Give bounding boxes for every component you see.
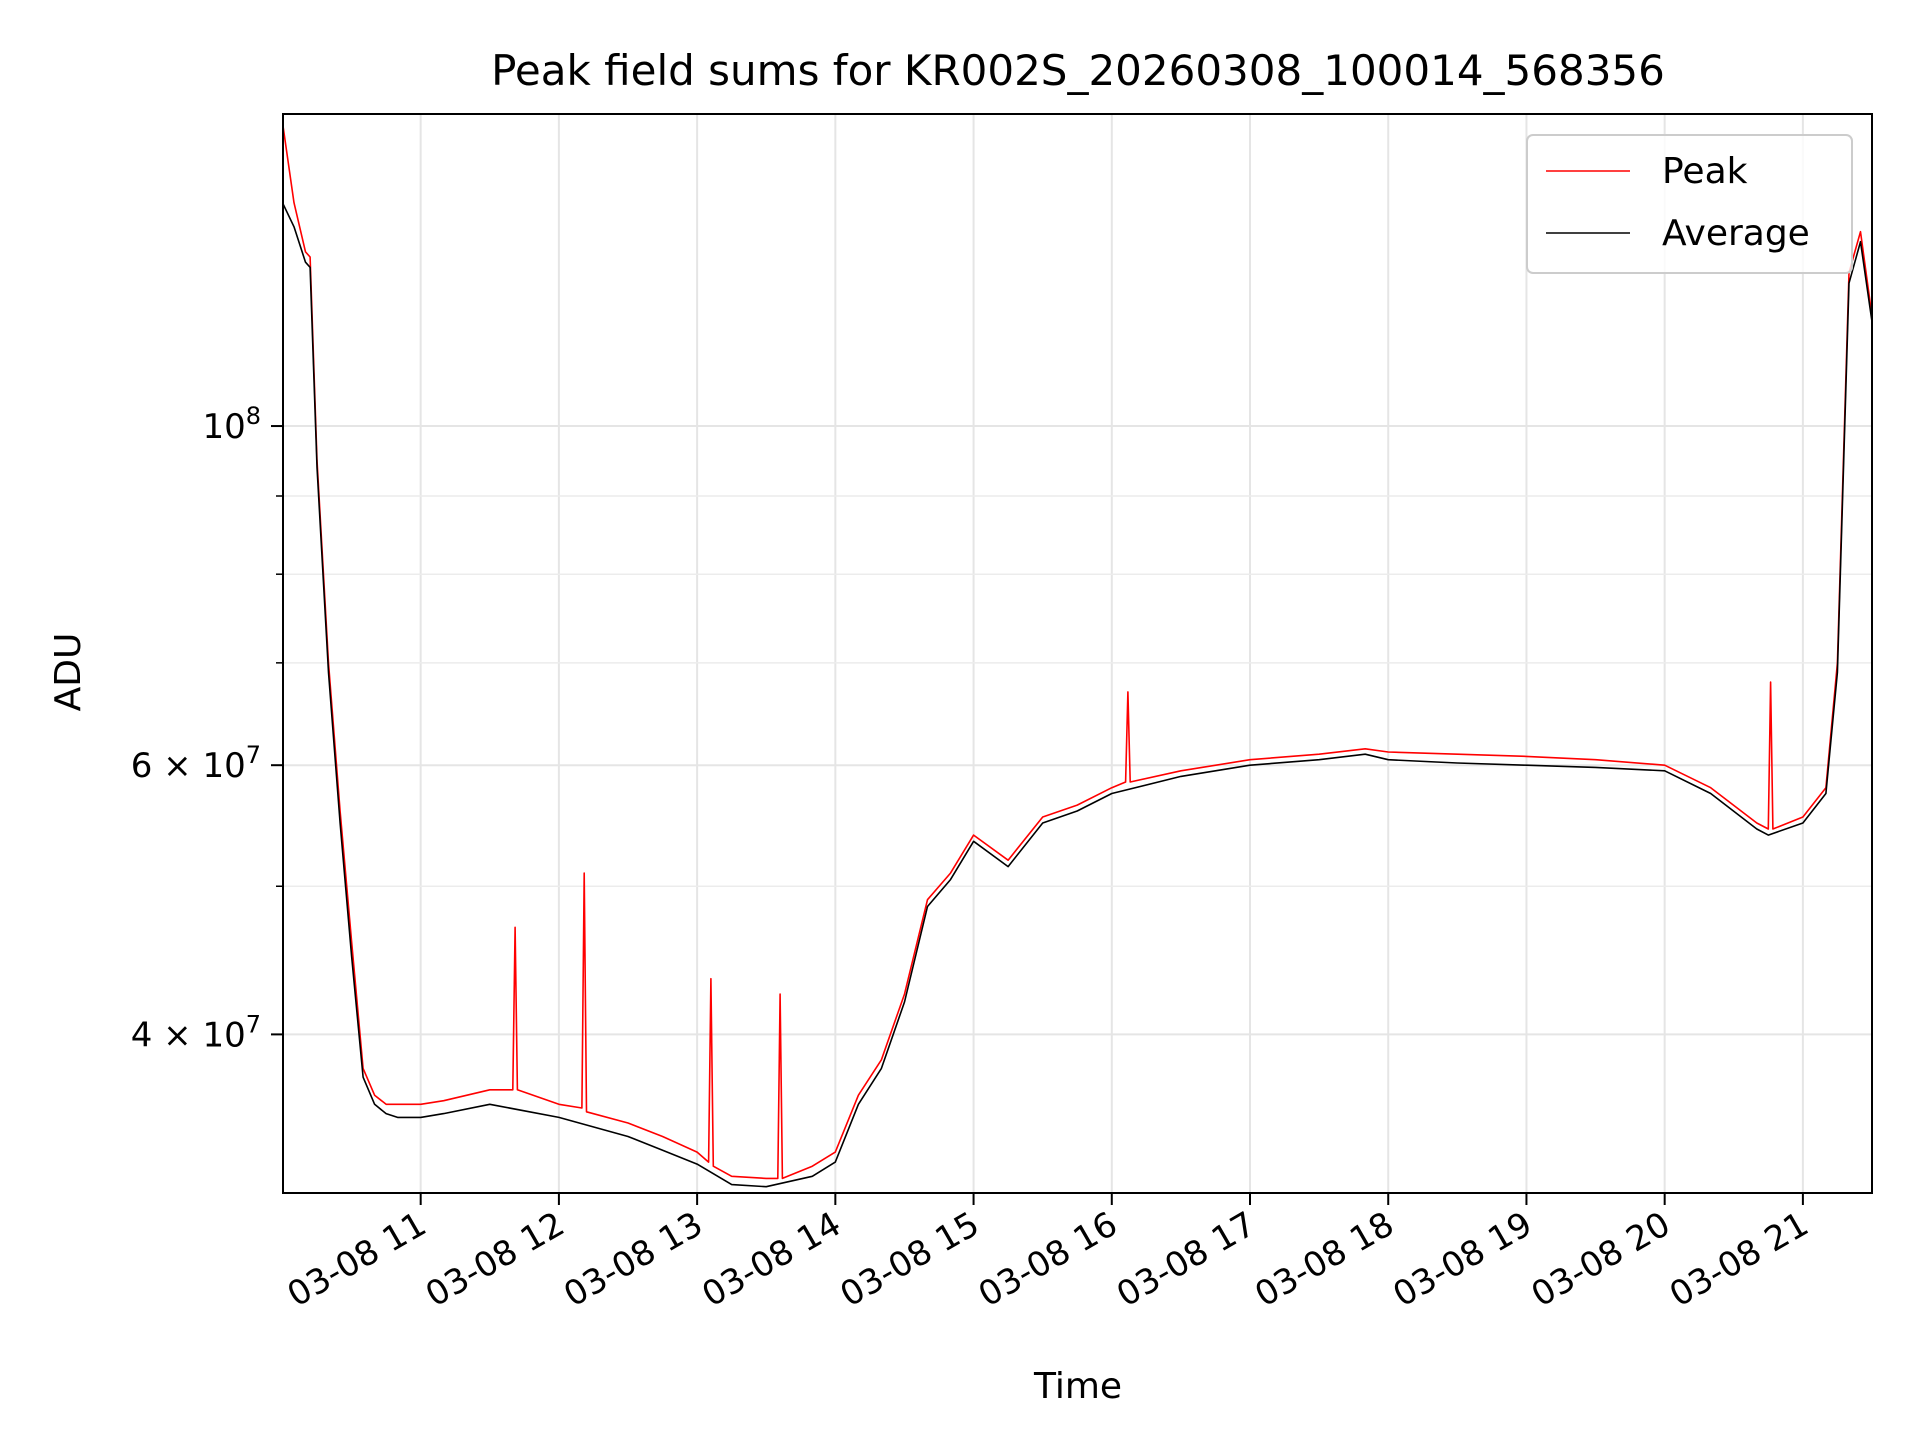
x-axis-label: Time — [1033, 1366, 1122, 1407]
y-axis-label: ADU — [48, 633, 89, 712]
y-tick-label: 108 — [202, 402, 261, 447]
series-line-average — [283, 202, 1872, 1188]
legend-average-label: Average — [1662, 213, 1810, 254]
legend-peak-label: Peak — [1662, 151, 1748, 192]
grid — [283, 114, 1872, 1193]
y-tick-label: 6 × 107 — [131, 741, 261, 786]
chart-title: Peak field sums for KR002S_20260308_1000… — [491, 46, 1665, 95]
series-layer — [283, 122, 1872, 1188]
y-tick-label: 4 × 107 — [131, 1010, 261, 1055]
plot-frame — [282, 113, 1873, 1194]
legend-box — [1526, 134, 1853, 274]
legend: Peak Average — [1526, 134, 1853, 274]
series-line-peak — [283, 122, 1872, 1180]
